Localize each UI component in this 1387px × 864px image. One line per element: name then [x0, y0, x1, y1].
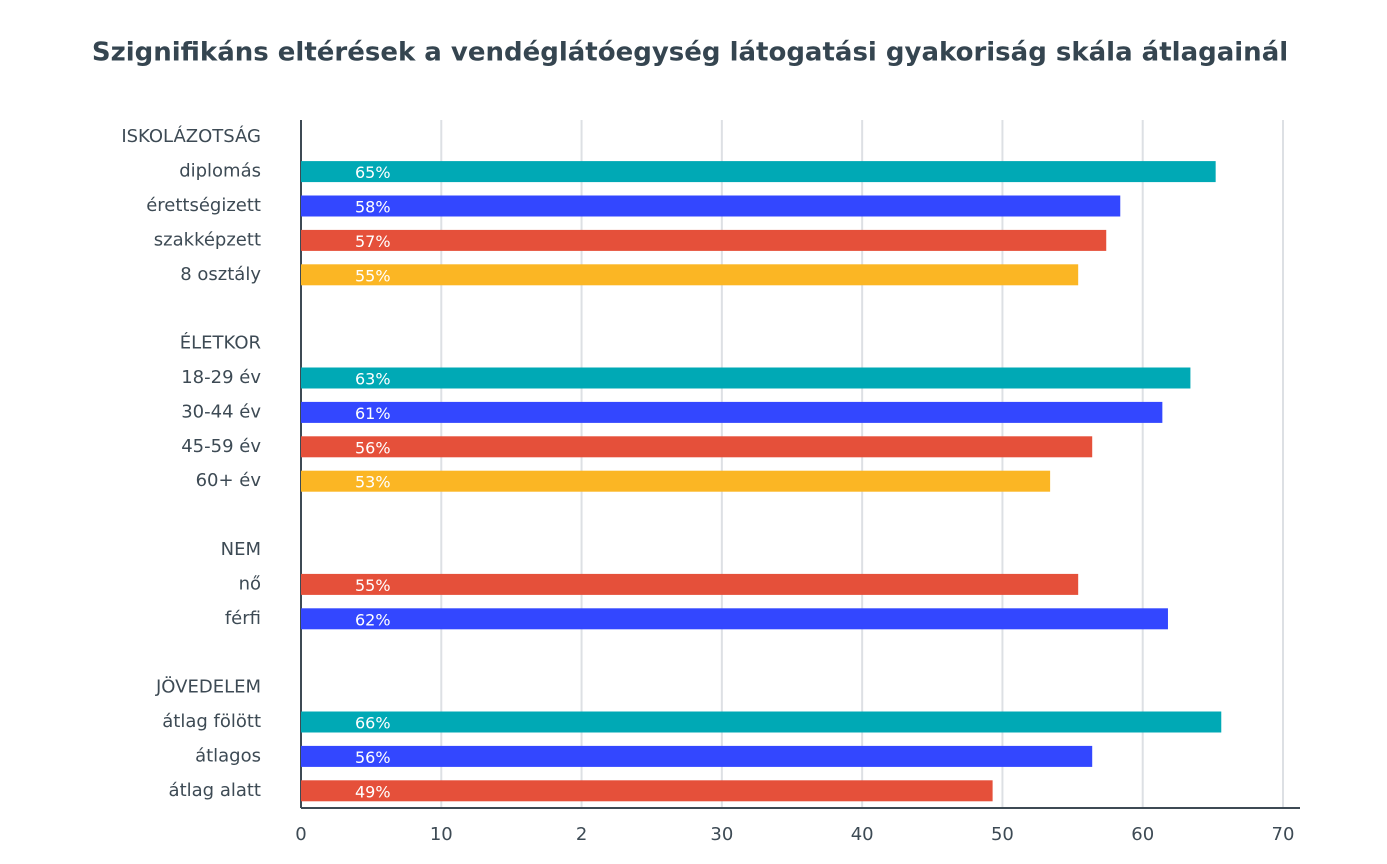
y-tick-label: férfi [225, 608, 261, 629]
bar [301, 367, 1191, 389]
y-tick-label: átlag alatt [169, 780, 261, 801]
y-tick-label: átlagos [195, 745, 261, 766]
y-tick-label: JÖVEDELEM [155, 676, 261, 698]
value-label: 58% [355, 198, 391, 217]
bar [301, 780, 993, 802]
y-tick-label: szakképzett [154, 229, 261, 250]
x-tick-label: 2 [576, 824, 587, 845]
y-tick-label: érettségizett [146, 195, 261, 216]
value-label: 56% [355, 438, 391, 457]
bar [301, 745, 1093, 767]
bar [301, 608, 1168, 630]
bar [301, 470, 1051, 492]
value-label: 55% [355, 266, 391, 285]
bar [301, 229, 1107, 251]
y-tick-label: 18-29 év [181, 367, 261, 388]
y-tick-label: diplomás [179, 161, 261, 182]
y-tick-label: átlag fölött [162, 711, 261, 732]
bar [301, 711, 1222, 733]
y-tick-label: 60+ év [196, 470, 262, 491]
value-label: 55% [355, 576, 391, 595]
bar [301, 573, 1079, 595]
y-tick-label: nő [239, 573, 261, 594]
value-label: 49% [355, 782, 391, 801]
value-label: 63% [355, 370, 391, 389]
chart-title: Szignifikáns eltérések a vendéglátóegysé… [92, 38, 1288, 68]
bar [301, 436, 1093, 458]
x-tick-label: 30 [710, 824, 733, 845]
y-tick-label: 30-44 év [181, 401, 261, 422]
x-tick-label: 40 [851, 824, 874, 845]
x-tick-label: 50 [991, 824, 1014, 845]
x-tick-label: 10 [430, 824, 453, 845]
y-tick-label: 45-59 év [181, 436, 261, 457]
bar [301, 161, 1216, 183]
value-label: 62% [355, 610, 391, 629]
x-tick-label: 70 [1272, 824, 1295, 845]
y-tick-label: ÉLETKOR [180, 332, 261, 354]
x-tick-label: 60 [1131, 824, 1154, 845]
bar [301, 195, 1121, 217]
value-label: 65% [355, 163, 391, 182]
y-tick-label: ISKOLÁZOTSÁG [121, 125, 261, 147]
y-tick-label: 8 osztály [180, 264, 261, 285]
value-label: 66% [355, 714, 391, 733]
bar [301, 401, 1163, 423]
value-label: 61% [355, 404, 391, 423]
value-label: 57% [355, 232, 391, 251]
value-label: 56% [355, 748, 391, 767]
bar [301, 264, 1079, 286]
y-tick-label: NEM [221, 539, 261, 560]
x-tick-label: 0 [295, 824, 306, 845]
value-label: 53% [355, 473, 391, 492]
